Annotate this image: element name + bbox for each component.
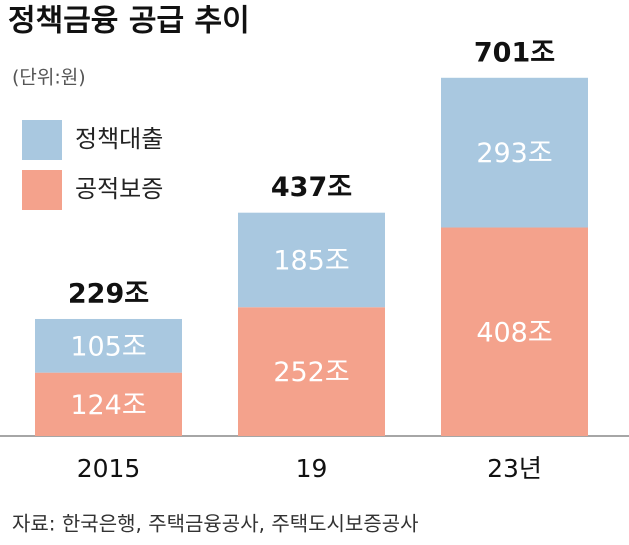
bar-segment [35, 372, 182, 436]
value-label: 105조 [70, 331, 146, 362]
total-label: 229조 [68, 278, 149, 309]
source-note: 자료: 한국은행, 주택금융공사, 주택도시보증공사 [12, 512, 419, 536]
total-label: 437조 [271, 172, 352, 203]
total-label: 701조 [474, 37, 555, 68]
bar-segment [238, 212, 385, 308]
x-tick-label: 23년 [487, 454, 542, 483]
bar-segment [441, 227, 588, 436]
chart-title: 정책금융 공급 추이 [8, 4, 250, 39]
x-tick-label: 2015 [77, 454, 141, 483]
bar-segment [35, 318, 182, 373]
legend-label: 정책대출 [75, 125, 163, 153]
value-label: 185조 [273, 245, 349, 276]
chart-subtitle: (단위:원) [12, 67, 86, 89]
bar-segment [441, 77, 588, 228]
bar-segment [238, 307, 385, 436]
value-label: 124조 [70, 390, 146, 421]
x-tick-label: 19 [296, 454, 328, 483]
value-label: 252조 [273, 357, 349, 388]
value-label: 408조 [476, 317, 552, 348]
value-label: 293조 [476, 138, 552, 169]
legend-swatch [22, 120, 62, 160]
legend-swatch [22, 170, 62, 210]
legend-label: 공적보증 [75, 175, 163, 203]
